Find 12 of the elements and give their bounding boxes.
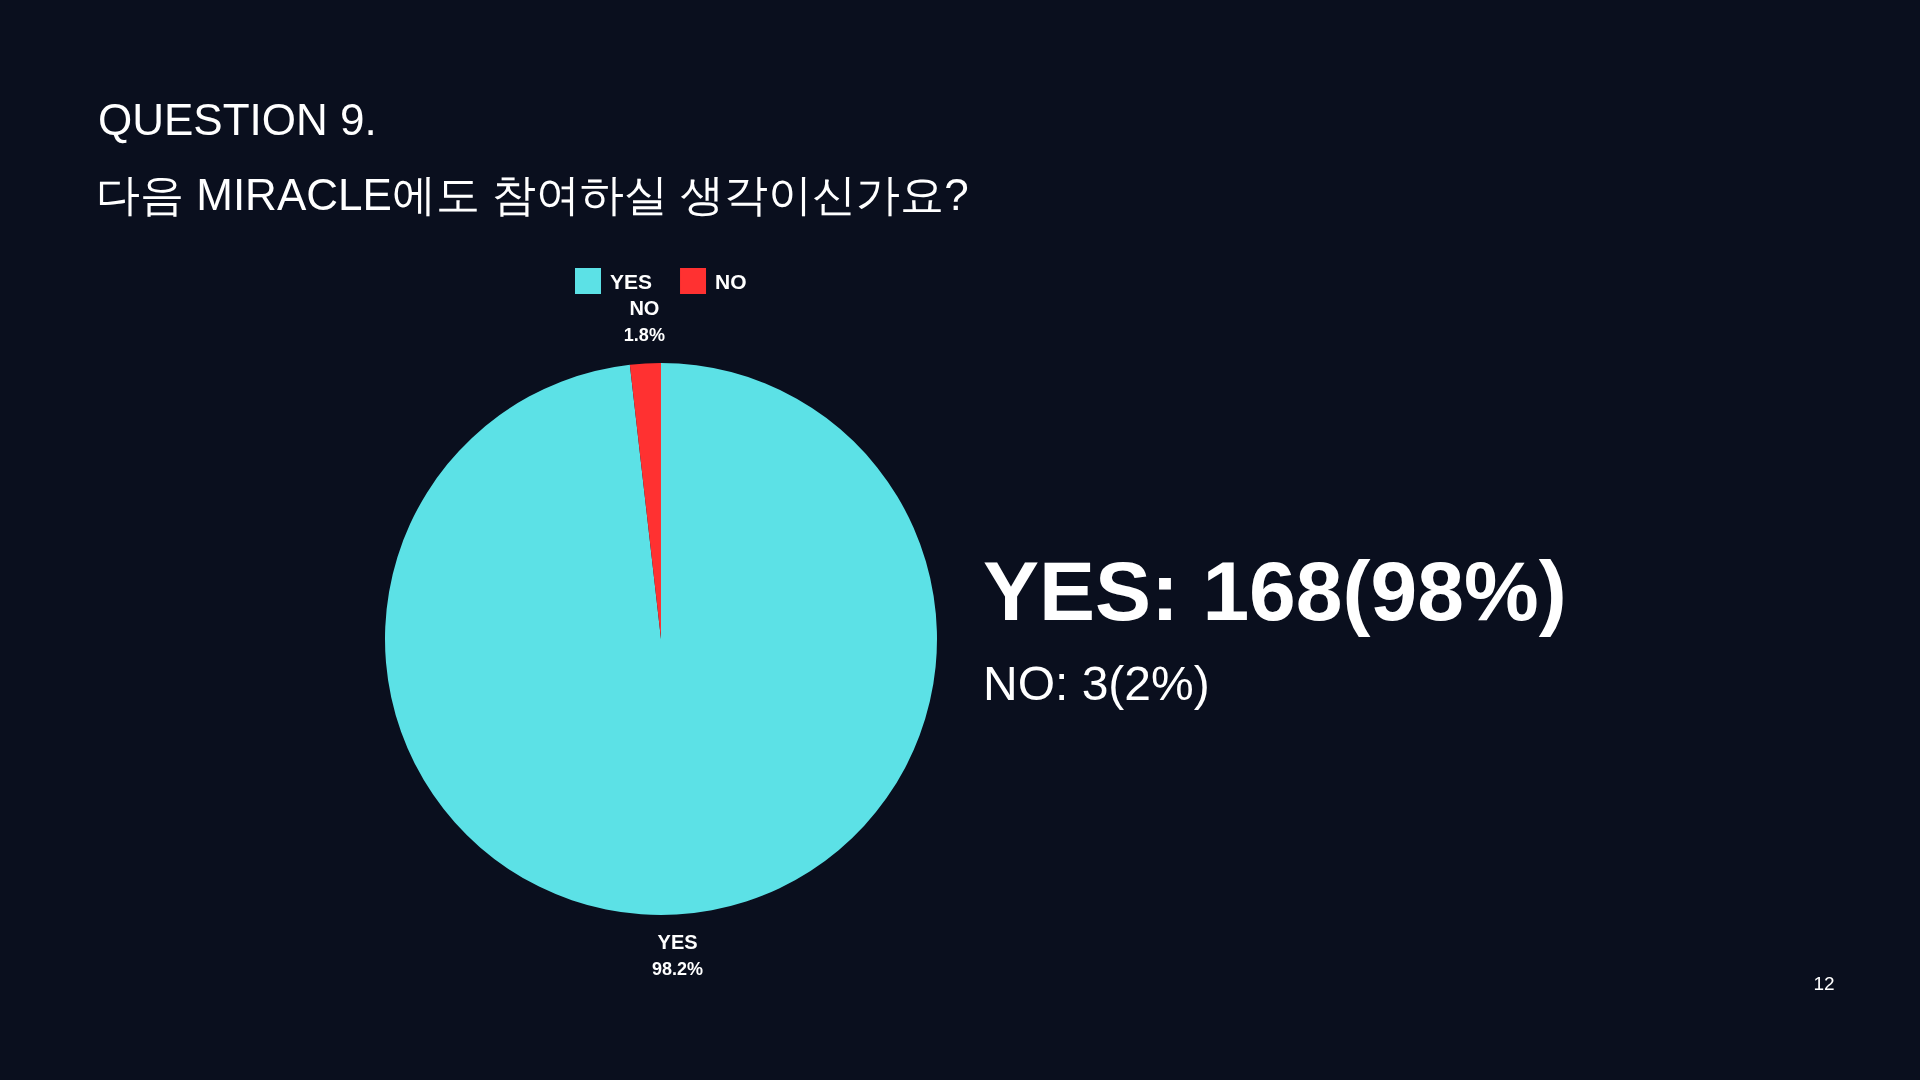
text: YES: 168(98%) xyxy=(983,544,1567,638)
slice-label: NO xyxy=(629,297,660,320)
slice-label: YES xyxy=(657,930,698,953)
chart-title: QUESTION 9. xyxy=(98,95,377,144)
data-label: 1.8% xyxy=(623,325,665,346)
data-label: 98.2% xyxy=(652,958,704,979)
pie-slice xyxy=(385,363,937,915)
legend-label: YES xyxy=(610,270,653,293)
text: 12 xyxy=(1813,973,1835,994)
text: NO: 3(2%) xyxy=(983,657,1210,710)
chart-subtitle: 다음 MIRACLE에도 참여하실 생각이신가요? xyxy=(96,170,969,219)
legend-label: NO xyxy=(715,270,747,293)
